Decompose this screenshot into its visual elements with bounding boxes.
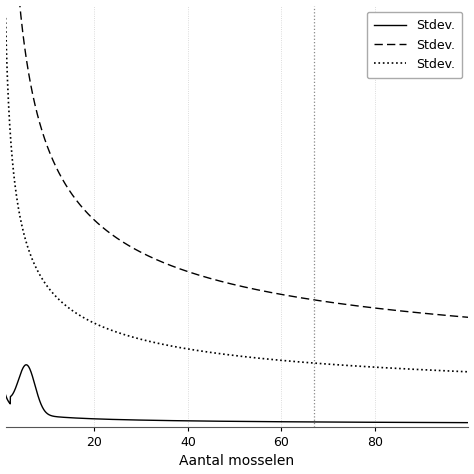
Stdev. xyxy=(27,248,32,254)
Stdev. xyxy=(465,369,471,374)
Stdev. xyxy=(465,314,471,320)
Stdev. xyxy=(452,313,457,319)
Stdev. xyxy=(23,362,29,368)
Stdev. xyxy=(452,420,458,426)
X-axis label: Aantal mosselen: Aantal mosselen xyxy=(180,455,294,468)
Stdev. xyxy=(3,15,9,21)
Stdev. xyxy=(452,313,458,319)
Stdev. xyxy=(367,364,373,370)
Stdev. xyxy=(452,420,458,426)
Line: Stdev.: Stdev. xyxy=(6,18,468,372)
Stdev. xyxy=(216,419,221,424)
Stdev. xyxy=(27,73,32,79)
Stdev. xyxy=(228,419,234,424)
Stdev. xyxy=(228,281,234,287)
Stdev. xyxy=(3,392,9,398)
Stdev. xyxy=(367,305,373,310)
Stdev. xyxy=(228,352,234,358)
Stdev. xyxy=(452,368,457,374)
Line: Stdev.: Stdev. xyxy=(6,365,468,423)
Stdev. xyxy=(367,419,373,425)
Stdev. xyxy=(465,420,471,426)
Stdev. xyxy=(27,365,32,371)
Stdev. xyxy=(216,351,221,356)
Line: Stdev.: Stdev. xyxy=(6,0,468,317)
Legend: Stdev., Stdev., Stdev.: Stdev., Stdev., Stdev. xyxy=(367,12,462,78)
Stdev. xyxy=(216,278,221,283)
Stdev. xyxy=(452,368,458,374)
